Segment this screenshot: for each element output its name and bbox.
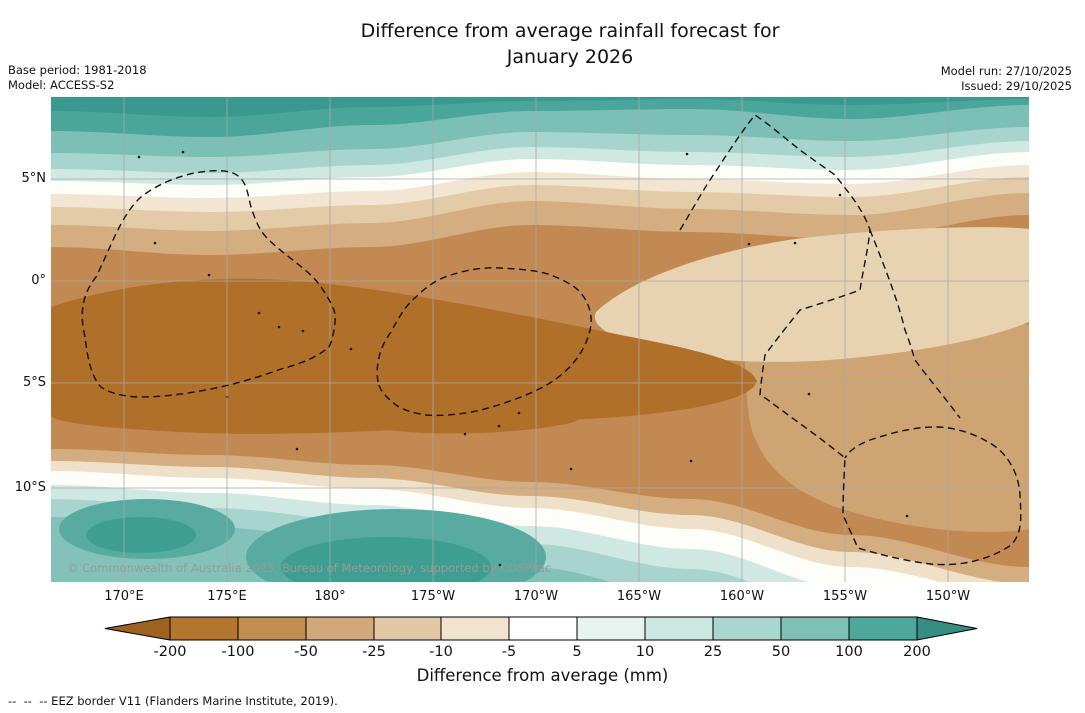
colorbar-tick: 100	[835, 644, 863, 660]
eez-border-central	[376, 267, 592, 417]
colorbar-segment	[644, 616, 714, 641]
eez-border-west	[81, 170, 337, 398]
colorbar-tick: -25	[362, 644, 386, 660]
lat-tick-label: 10°S	[14, 480, 46, 495]
lon-tick-label: 155°W	[822, 589, 868, 604]
gridlines	[51, 97, 1029, 582]
colorbar-tick: 10	[635, 644, 655, 660]
page-title-line2: January 2026	[506, 46, 634, 68]
lon-tick-label: 175°W	[410, 589, 456, 604]
map-copyright: © Commonwealth of Australia 2025, Bureau…	[67, 561, 551, 575]
lon-tick-label: 175°E	[207, 589, 247, 604]
colorbar-tick: -50	[294, 644, 318, 660]
lon-tick-label: 180°	[314, 589, 346, 604]
colorbar-tick: 25	[703, 644, 723, 660]
colorbar-arrow-right	[916, 616, 978, 641]
lat-tick-label: 5°N	[21, 171, 47, 186]
issued-label: Issued: 29/10/2025	[961, 79, 1072, 93]
model-label: Model: ACCESS-S2	[8, 78, 115, 92]
colorbar-segment	[305, 616, 375, 641]
colorbar-segment	[508, 616, 578, 641]
rainfall-anomaly-map: © Commonwealth of Australia 2025, Bureau…	[51, 97, 1029, 582]
south-dark-teal-blobs	[59, 499, 546, 582]
east-light-beige-region	[594, 227, 1029, 362]
colorbar-segment	[780, 616, 850, 641]
colorbar-segment	[373, 616, 442, 641]
eez-footnote: -- -- -- EEZ border V11 (Flanders Marine…	[8, 694, 338, 708]
lon-tick-label: 160°W	[719, 589, 765, 604]
eez-dash-sample: -- -- --	[8, 694, 48, 708]
colorbar-tick: -200	[153, 644, 187, 660]
page-title-line1: Difference from average rainfall forecas…	[360, 20, 780, 42]
island-specks	[137, 150, 909, 567]
lon-tick-label: 170°W	[513, 589, 559, 604]
colorbar-segment	[169, 616, 239, 641]
colorbar-tick: -100	[221, 644, 255, 660]
colorbar-segment	[576, 616, 646, 641]
eez-borders	[81, 114, 1022, 566]
lon-tick-label: 170°E	[104, 589, 144, 604]
model-run-label: Model run: 27/10/2025	[940, 64, 1072, 78]
colorbar-segment	[712, 616, 782, 641]
colorbar-tick: -5	[501, 644, 517, 660]
north-contour-bands	[51, 97, 1029, 255]
eez-note: EEZ border V11 (Flanders Marine Institut…	[47, 694, 338, 708]
colorbar-arrow-left	[104, 616, 171, 641]
eez-border-east-main	[679, 114, 1022, 566]
colorbar-segment	[440, 616, 510, 641]
colorbar-tick: -10	[429, 644, 453, 660]
base-period-label: Base period: 1981-2018	[8, 63, 147, 77]
lon-tick-label: 150°W	[925, 589, 971, 604]
colorbar-segment	[848, 616, 918, 641]
dark-brown-anomaly-core	[51, 278, 757, 434]
colorbar-tick: 5	[572, 644, 582, 660]
colorbar-label: Difference from average (mm)	[416, 666, 669, 685]
lat-tick-label: 5°S	[22, 375, 46, 390]
lat-tick-label: 0°	[31, 273, 46, 288]
colorbar-tick: 50	[771, 644, 791, 660]
eez-border-east-branch	[869, 229, 961, 419]
colorbar	[104, 616, 978, 641]
colorbar-segment	[237, 616, 307, 641]
lon-tick-label: 165°W	[616, 589, 662, 604]
colorbar-tick: 200	[903, 644, 931, 660]
